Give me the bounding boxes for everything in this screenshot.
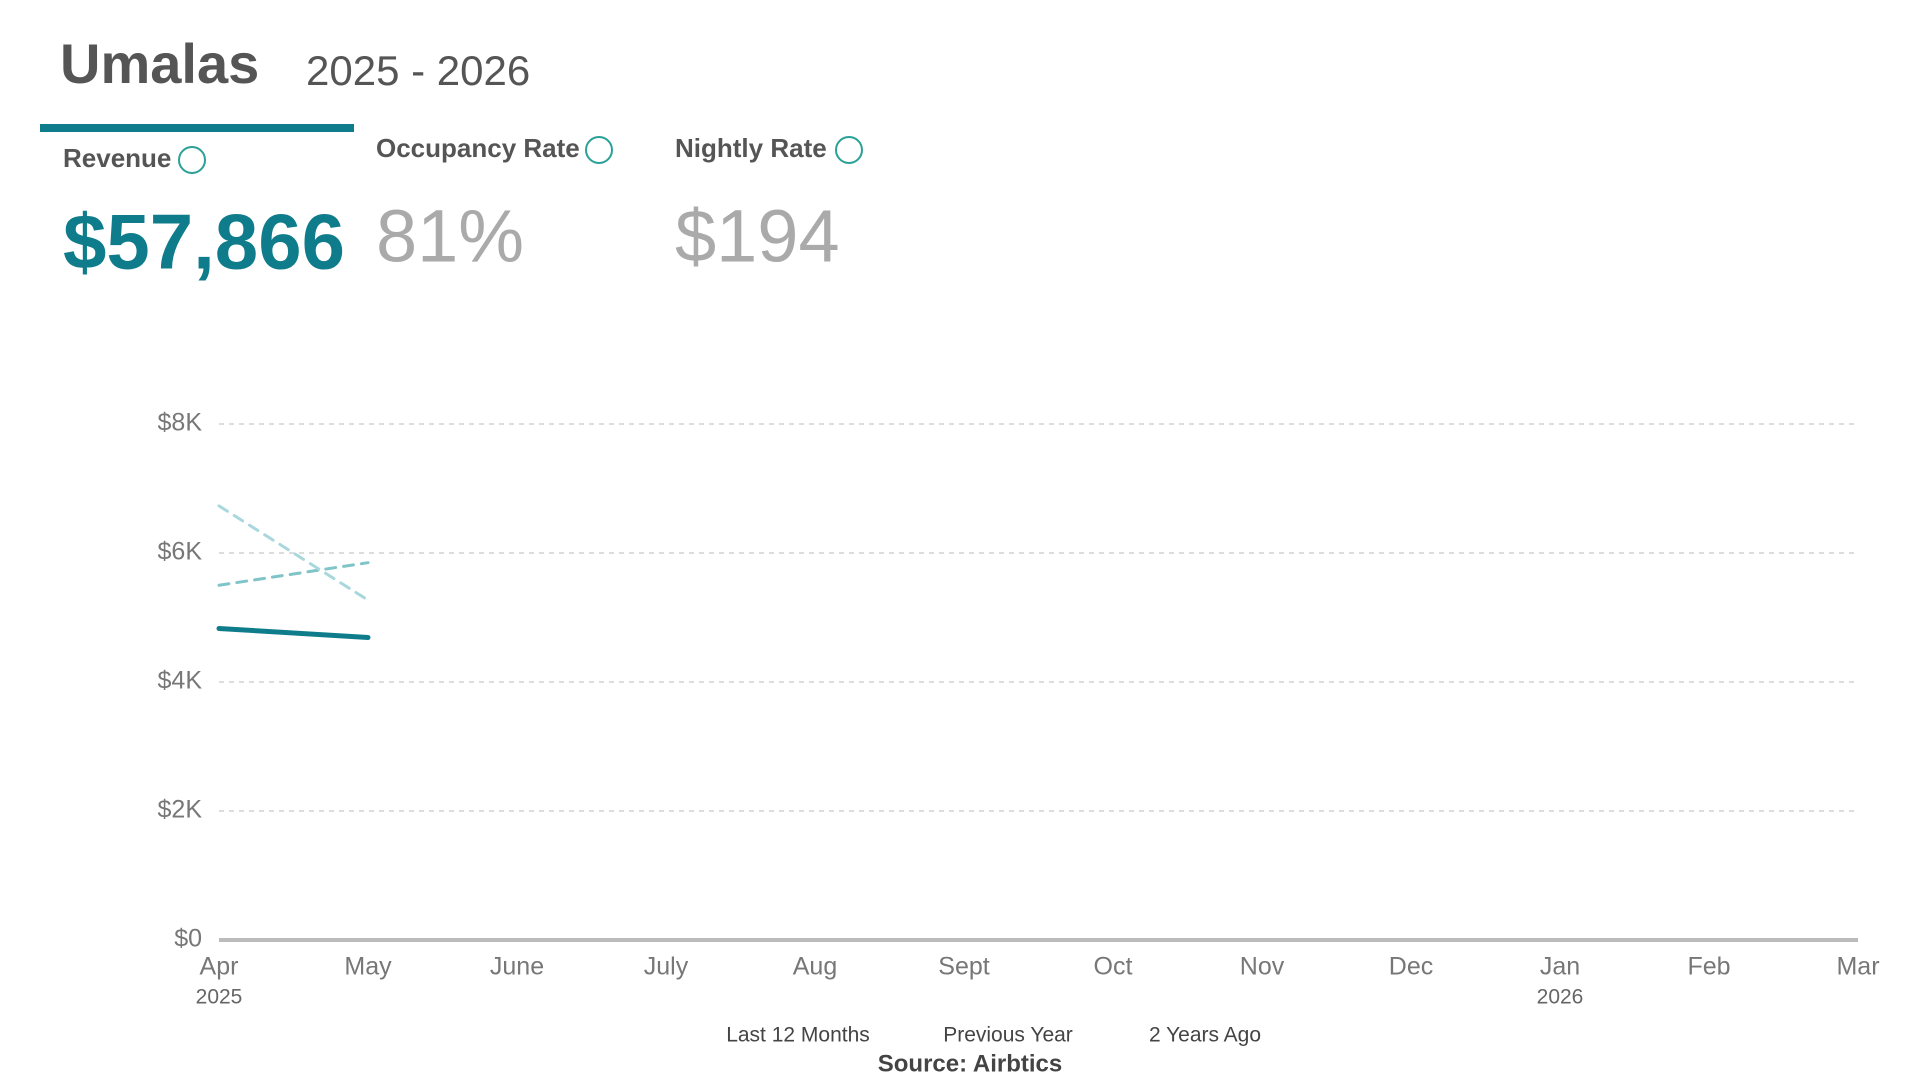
x-tick-label: Oct bbox=[1094, 953, 1133, 981]
x-tick-label: Jan bbox=[1540, 953, 1580, 981]
title: Umalas bbox=[60, 32, 259, 95]
info-icon[interactable] bbox=[835, 136, 863, 164]
metric-label: Nightly Rate bbox=[675, 133, 827, 163]
x-tick-label: Dec bbox=[1389, 953, 1433, 981]
metric-value: $57,866 bbox=[63, 198, 345, 286]
series-line bbox=[217, 561, 370, 587]
revenue-tab[interactable]: Revenue $57,866 bbox=[63, 143, 345, 286]
metric-value: $194 bbox=[675, 195, 840, 278]
active-tab-indicator bbox=[40, 124, 354, 132]
chart: $0 $2K $4K $6K $8K Apr 2025 May June July Aug Sept O… bbox=[158, 409, 1880, 1078]
occupancy-tab[interactable]: Occupancy Rate 81% bbox=[376, 133, 613, 278]
metric-label: Occupancy Rate bbox=[376, 133, 580, 163]
x-tick-label: Sept bbox=[938, 953, 989, 981]
x-tick-label: Aug bbox=[793, 953, 837, 981]
y-tick-label: $2K bbox=[158, 796, 203, 824]
x-tick-label: Mar bbox=[1836, 953, 1879, 981]
x-tick-label: July bbox=[644, 953, 689, 981]
x-tick-year: 2025 bbox=[196, 986, 243, 1009]
legend-entry: 2 Years Ago bbox=[1149, 1024, 1261, 1047]
x-tick-year: 2026 bbox=[1537, 986, 1584, 1009]
source: Source: Airbtics bbox=[878, 1050, 1063, 1077]
y-tick-label: $8K bbox=[158, 409, 203, 437]
y-tick-label: $4K bbox=[158, 667, 203, 695]
y-tick-label: $0 bbox=[174, 925, 202, 953]
metric-label: Revenue bbox=[63, 143, 171, 173]
nightly-tab[interactable]: Nightly Rate $194 bbox=[675, 133, 863, 278]
legend-entry: Previous Year bbox=[943, 1024, 1073, 1047]
subtitle: 2025 - 2026 bbox=[306, 47, 530, 94]
metric-value: 81% bbox=[376, 195, 524, 278]
series-line bbox=[217, 504, 370, 602]
series-line bbox=[216, 625, 371, 640]
x-tick-label: June bbox=[490, 953, 544, 981]
y-tick-label: $6K bbox=[158, 538, 203, 566]
legend-entry: Last 12 Months bbox=[726, 1024, 870, 1047]
x-tick-label: Apr bbox=[200, 953, 239, 981]
x-tick-label: Feb bbox=[1687, 953, 1730, 981]
x-tick-label: May bbox=[344, 953, 392, 981]
info-icon[interactable] bbox=[178, 146, 206, 174]
info-icon[interactable] bbox=[585, 136, 613, 164]
x-tick-label: Nov bbox=[1240, 953, 1285, 981]
